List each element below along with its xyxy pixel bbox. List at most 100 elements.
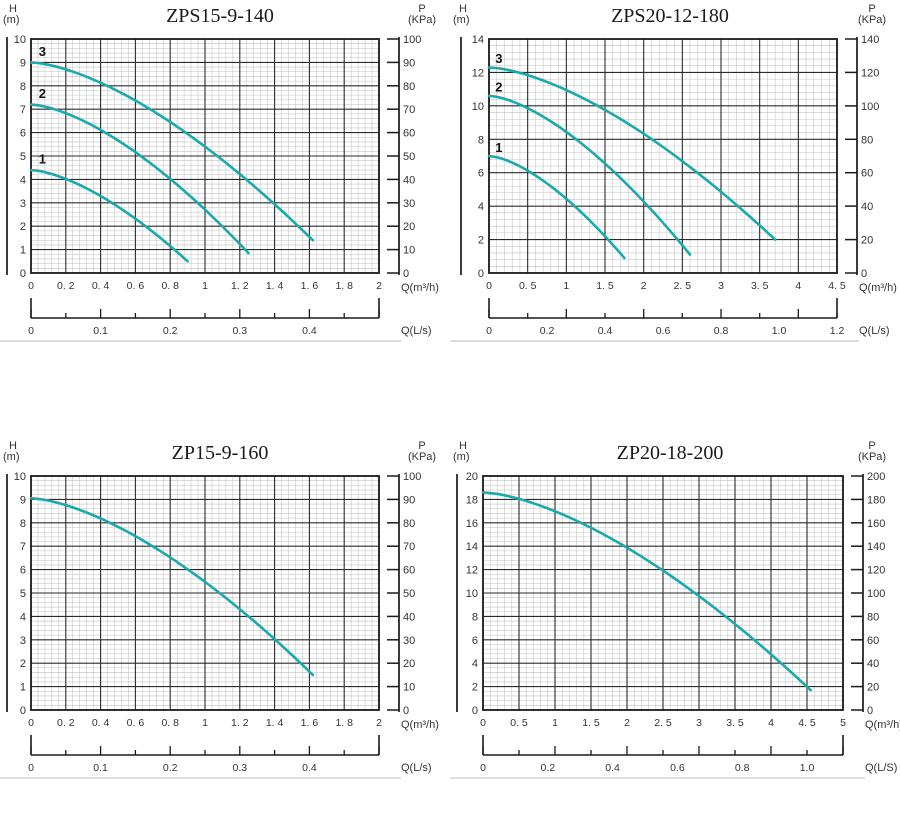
- svg-text:1. 4: 1. 4: [266, 717, 284, 729]
- svg-text:0. 2: 0. 2: [57, 280, 75, 292]
- svg-text:80: 80: [403, 81, 415, 93]
- svg-text:(KPa): (KPa): [858, 14, 886, 26]
- svg-text:0. 8: 0. 8: [161, 717, 179, 729]
- svg-text:0: 0: [480, 762, 486, 774]
- svg-text:0: 0: [20, 268, 26, 280]
- svg-text:120: 120: [861, 67, 879, 79]
- svg-text:2: 2: [624, 717, 630, 729]
- svg-text:40: 40: [867, 658, 879, 670]
- svg-text:100: 100: [403, 471, 421, 483]
- svg-text:90: 90: [403, 57, 415, 69]
- svg-text:1: 1: [39, 152, 46, 167]
- svg-text:12: 12: [472, 67, 484, 79]
- svg-text:0. 5: 0. 5: [519, 280, 537, 292]
- svg-text:0: 0: [486, 325, 492, 337]
- svg-text:2: 2: [495, 80, 502, 95]
- svg-text:1.0: 1.0: [800, 762, 815, 774]
- svg-text:140: 140: [867, 541, 885, 553]
- svg-text:2: 2: [478, 235, 484, 247]
- svg-text:1: 1: [202, 280, 208, 292]
- svg-text:8: 8: [472, 611, 478, 623]
- svg-text:7: 7: [20, 104, 26, 116]
- svg-text:10: 10: [466, 588, 478, 600]
- svg-text:1. 4: 1. 4: [266, 280, 284, 292]
- svg-text:0.2: 0.2: [163, 762, 178, 774]
- svg-text:4: 4: [478, 201, 484, 213]
- svg-text:3. 5: 3. 5: [726, 717, 744, 729]
- svg-text:(KPa): (KPa): [408, 451, 436, 463]
- svg-text:2: 2: [641, 280, 647, 292]
- svg-text:(m): (m): [453, 451, 470, 463]
- svg-text:10: 10: [403, 245, 415, 257]
- svg-text:0: 0: [20, 705, 26, 717]
- svg-text:1. 5: 1. 5: [596, 280, 614, 292]
- svg-text:6: 6: [478, 168, 484, 180]
- svg-text:0: 0: [403, 705, 409, 717]
- svg-text:ZPS15-9-140: ZPS15-9-140: [166, 5, 274, 27]
- svg-text:10: 10: [472, 101, 484, 113]
- svg-text:0.8: 0.8: [714, 325, 729, 337]
- svg-text:0.4: 0.4: [605, 762, 620, 774]
- svg-text:6: 6: [472, 635, 478, 647]
- svg-text:1.0: 1.0: [772, 325, 787, 337]
- svg-text:1. 5: 1. 5: [582, 717, 600, 729]
- svg-text:4: 4: [768, 717, 774, 729]
- svg-text:0.2: 0.2: [540, 325, 555, 337]
- svg-text:40: 40: [403, 174, 415, 186]
- svg-text:140: 140: [861, 34, 879, 46]
- svg-text:0: 0: [28, 325, 34, 337]
- svg-text:1: 1: [20, 682, 26, 694]
- svg-text:(m): (m): [3, 451, 20, 463]
- svg-text:1. 8: 1. 8: [335, 280, 353, 292]
- svg-text:0: 0: [861, 268, 867, 280]
- svg-text:0: 0: [472, 705, 478, 717]
- svg-text:60: 60: [403, 565, 415, 577]
- svg-text:0: 0: [28, 717, 34, 729]
- svg-text:0: 0: [486, 280, 492, 292]
- svg-text:4: 4: [20, 611, 26, 623]
- svg-text:0.4: 0.4: [302, 762, 317, 774]
- svg-text:ZPS20-12-180: ZPS20-12-180: [611, 5, 729, 27]
- svg-text:1. 8: 1. 8: [335, 717, 353, 729]
- svg-text:100: 100: [867, 588, 885, 600]
- svg-text:2: 2: [20, 658, 26, 670]
- svg-text:(m): (m): [3, 14, 20, 26]
- svg-text:120: 120: [867, 565, 885, 577]
- svg-text:4: 4: [20, 174, 26, 186]
- svg-text:(KPa): (KPa): [858, 451, 886, 463]
- svg-text:200: 200: [867, 471, 885, 483]
- svg-text:0. 4: 0. 4: [92, 280, 110, 292]
- svg-text:4: 4: [795, 280, 801, 292]
- svg-text:1. 6: 1. 6: [301, 280, 319, 292]
- svg-text:60: 60: [861, 168, 873, 180]
- svg-text:10: 10: [403, 682, 415, 694]
- svg-text:2: 2: [376, 280, 382, 292]
- svg-text:8: 8: [20, 81, 26, 93]
- svg-text:0. 2: 0. 2: [57, 717, 75, 729]
- svg-text:2: 2: [472, 682, 478, 694]
- svg-text:12: 12: [466, 565, 478, 577]
- svg-text:ZP15-9-160: ZP15-9-160: [172, 442, 269, 464]
- svg-text:20: 20: [403, 658, 415, 670]
- svg-text:10: 10: [14, 34, 26, 46]
- svg-text:0.2: 0.2: [540, 762, 555, 774]
- svg-text:14: 14: [466, 541, 478, 553]
- svg-text:6: 6: [20, 128, 26, 140]
- svg-text:1. 2: 1. 2: [231, 717, 249, 729]
- svg-text:(m): (m): [453, 14, 470, 26]
- svg-text:0. 6: 0. 6: [127, 717, 145, 729]
- svg-text:Q(L/s): Q(L/s): [401, 325, 432, 337]
- svg-text:0.6: 0.6: [670, 762, 685, 774]
- svg-text:Q(m³/h): Q(m³/h): [401, 719, 439, 731]
- svg-text:10: 10: [14, 471, 26, 483]
- svg-text:Q(L/s): Q(L/s): [859, 325, 890, 337]
- svg-text:(KPa): (KPa): [408, 14, 436, 26]
- svg-text:9: 9: [20, 57, 26, 69]
- svg-text:0.2: 0.2: [163, 325, 178, 337]
- svg-text:1: 1: [202, 717, 208, 729]
- svg-text:16: 16: [466, 518, 478, 530]
- svg-text:1: 1: [495, 140, 502, 155]
- svg-text:30: 30: [403, 198, 415, 210]
- svg-text:4: 4: [472, 658, 478, 670]
- svg-text:3: 3: [495, 51, 502, 66]
